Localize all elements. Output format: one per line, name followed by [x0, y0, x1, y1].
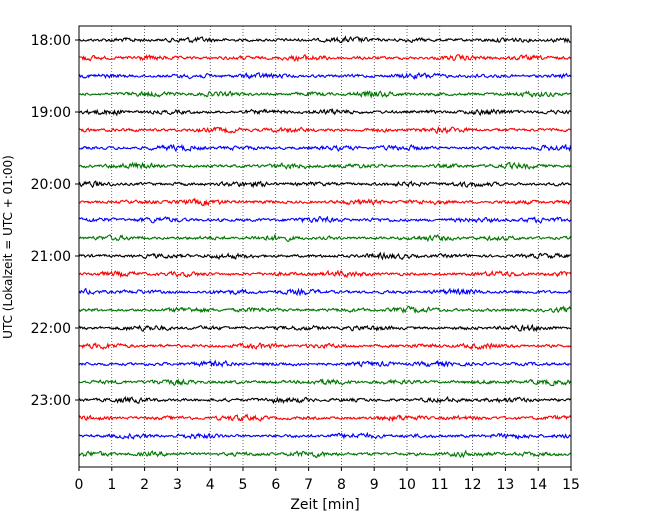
x-tick-label: 11	[431, 477, 449, 493]
trace-2030	[78, 215, 572, 224]
y-axis: 18:00 19:00 20:00 21:00 22:00 23:00	[31, 33, 79, 409]
trace-1930	[78, 143, 572, 153]
vertical-grid	[111, 26, 539, 467]
x-tick-label: 8	[337, 477, 346, 493]
trace-2015	[78, 197, 572, 207]
x-tick-label: 10	[398, 477, 416, 493]
x-tick-label: 13	[496, 477, 514, 493]
trace-2300	[78, 395, 572, 405]
trace-2345	[78, 449, 572, 459]
trace-1815	[78, 54, 572, 63]
trace-2115	[78, 269, 572, 279]
y-tick-label: 23:00	[31, 393, 71, 409]
x-tick-label: 9	[370, 477, 379, 493]
x-tick-label: 4	[206, 477, 215, 493]
trace-1945	[78, 161, 572, 171]
trace-1800	[78, 35, 572, 44]
y-tick-label: 20:00	[31, 177, 71, 193]
plot-frame	[78, 25, 572, 468]
x-tick-label: 0	[75, 477, 84, 493]
trace-1900	[78, 108, 572, 117]
x-tick-label: 14	[529, 477, 547, 493]
trace-2315	[78, 413, 572, 423]
trace-1830	[78, 71, 572, 80]
x-tick-label: 3	[173, 477, 182, 493]
y-tick-label: 18:00	[31, 33, 71, 49]
x-axis-label: Zeit [min]	[290, 497, 359, 513]
y-axis-label: UTC (Lokalzeit = UTC + 01:00)	[1, 155, 15, 339]
trace-2245	[78, 377, 572, 387]
x-axis: 0 1 2 3 4 5 6 7 8 9 10 11 12 13 14 15	[75, 467, 580, 493]
y-tick-label: 22:00	[31, 321, 71, 337]
y-tick-label: 21:00	[31, 249, 71, 265]
trace-1845	[78, 90, 572, 99]
trace-1915	[78, 125, 572, 135]
trace-2215	[78, 342, 572, 351]
trace-2130	[78, 287, 572, 297]
x-tick-label: 12	[464, 477, 482, 493]
x-tick-label: 1	[107, 477, 116, 493]
trace-2200	[78, 323, 572, 333]
trace-2230	[78, 359, 572, 368]
trace-2145	[78, 305, 572, 315]
x-tick-label: 5	[239, 477, 248, 493]
trace-group	[78, 35, 572, 459]
x-tick-label: 2	[140, 477, 149, 493]
x-tick-label: 6	[271, 477, 280, 493]
x-tick-label: 7	[304, 477, 313, 493]
trace-2100	[78, 251, 572, 261]
trace-2330	[78, 431, 572, 440]
trace-2045	[78, 233, 572, 243]
y-tick-label: 19:00	[31, 105, 71, 121]
trace-2000	[78, 180, 572, 189]
x-tick-label: 15	[562, 477, 580, 493]
